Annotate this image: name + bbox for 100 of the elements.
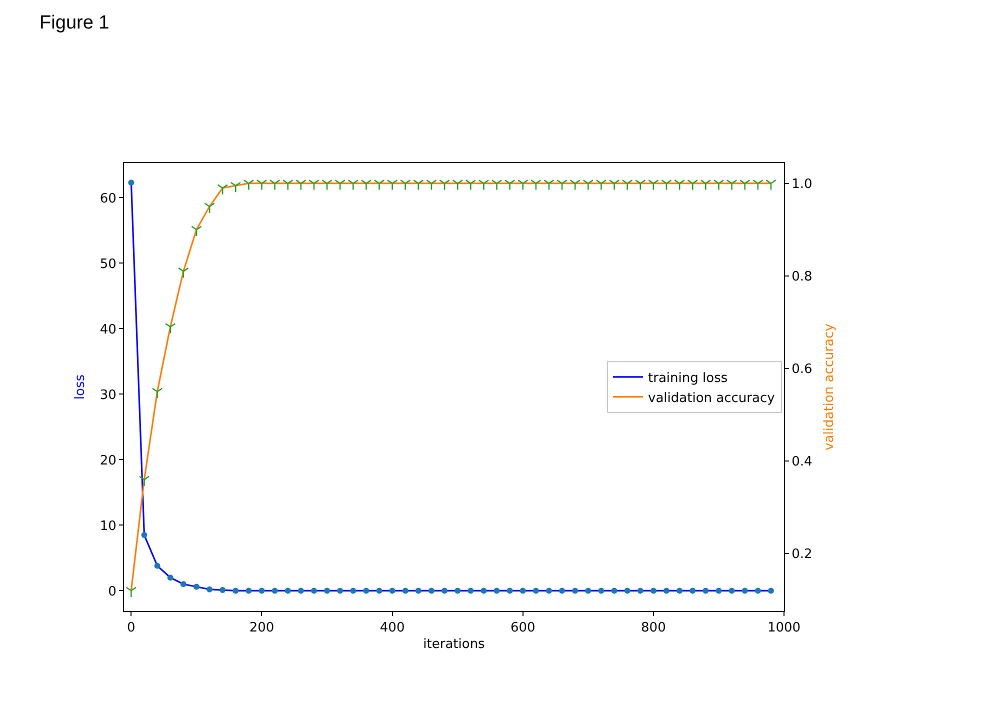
point [138,476,150,487]
chart-title: Figure 1 [40,12,110,34]
point [442,588,448,594]
point [126,586,137,598]
point [337,588,344,594]
point [768,588,774,594]
point [402,588,408,594]
point [154,562,160,569]
point [400,180,411,190]
point [716,588,722,594]
y-tick-label: 30 [100,388,116,403]
point [454,588,461,594]
y2-tick-label: 0.2 [792,547,812,562]
point [350,588,356,594]
y2-tick-label: 0.8 [792,269,812,284]
y-tick-label: 40 [100,322,116,338]
point [504,180,516,190]
point [608,180,620,190]
point [480,588,487,594]
legend-label: validation accuracy [648,390,776,406]
point [284,588,291,594]
point [191,226,202,237]
x-tick-label: 200 [249,620,274,636]
point [426,180,437,190]
point [582,180,594,190]
y2-tick-label: 0.4 [792,454,812,470]
point [167,574,174,581]
point [363,588,370,594]
point [415,588,422,594]
point [478,180,490,190]
point [465,180,476,190]
point [334,180,346,190]
point [256,180,268,190]
point [506,588,513,594]
y-tick-label: 20 [100,453,116,468]
point [310,588,317,594]
point [376,588,382,594]
point [269,180,280,190]
point [491,180,502,190]
point [494,588,500,594]
point [572,588,578,594]
point [258,588,265,594]
point [676,588,683,594]
point [324,588,330,594]
point [546,588,552,594]
point [648,180,659,190]
y-tick-label: 0 [108,584,116,600]
point [468,588,474,594]
point [700,180,712,190]
point [559,588,566,594]
y-tick-label: 10 [100,518,116,534]
point [308,180,320,190]
x-tick-label: 400 [380,620,405,636]
point [206,586,213,592]
point [452,180,464,190]
point [217,184,228,196]
point [713,180,724,190]
point [530,180,542,190]
point [650,588,656,594]
x-tick-label: 1000 [767,620,801,636]
point [634,180,646,190]
point [624,588,630,594]
point [765,180,776,190]
point [243,180,254,190]
x-tick-label: 800 [641,620,666,636]
point [246,588,252,594]
legend-label: training loss [648,371,728,386]
x-tick-label: 0 [127,620,136,636]
point [386,180,398,190]
point [322,180,332,190]
y2-tick-label: 0.6 [792,362,812,378]
point [663,588,670,594]
point [570,180,581,190]
point [754,588,761,594]
point [661,180,672,190]
point [295,180,306,190]
point [598,588,604,594]
point [728,588,735,594]
point [374,180,385,190]
point [726,180,738,190]
point [739,180,750,190]
point [141,532,148,538]
point [282,180,294,190]
point [742,588,748,594]
point [230,182,242,193]
point [193,584,200,590]
point [622,180,633,190]
point [152,388,163,399]
point [164,322,176,334]
y-tick-label: 60 [100,191,116,206]
point [439,180,450,190]
point [520,588,526,594]
point [204,202,215,214]
point [544,180,554,190]
point [232,588,239,594]
y-axis-title: loss [72,374,88,400]
y-tick-label: 50 [100,256,116,272]
point [674,180,685,190]
y2-axis-title: validation accuracy [822,323,837,450]
point [585,588,592,594]
